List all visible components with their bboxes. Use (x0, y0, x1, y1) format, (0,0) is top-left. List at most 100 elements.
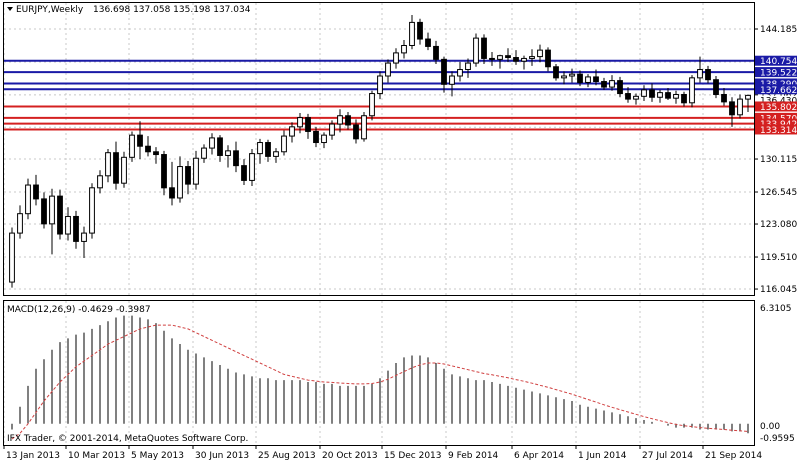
candle-body-bull (49, 195, 55, 225)
level-tag (755, 124, 797, 135)
level-tag (755, 78, 797, 89)
candle-body-bear (705, 69, 711, 81)
candle-body-bull (257, 142, 263, 155)
candle-body-bull (377, 75, 383, 95)
candle-body-bear (233, 150, 239, 167)
candle-body-bull (281, 135, 287, 153)
candle-body-bull (81, 232, 87, 242)
candle-body-bear (73, 215, 79, 242)
candle-body-bear (433, 45, 439, 60)
candle-body-bear (617, 80, 623, 95)
candle-body-bull (657, 92, 663, 98)
x-tick-label: 21 Sep 2014 (705, 451, 762, 461)
candle-body-bear (729, 101, 735, 116)
candle-body-bull (457, 69, 463, 77)
candle-body-bull (529, 56, 535, 59)
x-tick-label: 10 Mar 2013 (68, 451, 125, 461)
candle-body-bear (169, 187, 175, 199)
candle-body-bull (689, 77, 695, 104)
candle-body-bear (553, 66, 559, 79)
candle-body-bull (297, 117, 303, 128)
candle-body-bear (113, 152, 119, 184)
candle-body-bull (585, 76, 591, 83)
candle-body-bear (217, 137, 223, 156)
level-tag (755, 118, 797, 129)
candle-body-bear (153, 151, 159, 156)
candle-body-bull (465, 62, 471, 71)
level-tag (755, 55, 797, 66)
candle-body-bull (177, 166, 183, 199)
level-label: 137.662 (760, 86, 797, 96)
candle-body-bear (425, 38, 431, 47)
current-price-tag (755, 95, 797, 106)
symbol-timeframe[interactable]: EURJPY,Weekly (16, 5, 84, 15)
y-tick-label: 123.080 (760, 220, 797, 230)
x-tick-label: 20 Oct 2013 (322, 451, 378, 461)
dropdown-arrow-icon[interactable] (7, 7, 13, 11)
candle-body-bear (681, 93, 687, 104)
level-label: 135.802 (760, 103, 797, 113)
candle-body-bull (745, 94, 751, 100)
candle-body-bull (737, 98, 743, 116)
x-tick-label: 13 Jan 2013 (6, 451, 60, 461)
candle-body-bear (489, 57, 495, 60)
candle-body-bear (593, 76, 599, 83)
y-tick-label: 119.510 (760, 253, 797, 263)
level-tag (755, 67, 797, 78)
candle-body-bear (57, 195, 63, 235)
y-tick-label: 130.115 (760, 155, 797, 165)
candle-body-bull (361, 115, 367, 140)
macd-panel-frame (3, 300, 755, 446)
y-tick-label: 126.545 (760, 188, 797, 198)
macd-signal (11, 324, 749, 440)
candle-body-bear (441, 58, 447, 85)
x-tick-label: 6 Apr 2014 (514, 451, 564, 461)
candle-body-bull (393, 52, 399, 64)
x-tick-label: 30 Jun 2013 (195, 451, 249, 461)
x-tick-label: 1 Jun 2014 (578, 451, 627, 461)
level-label: 140.754 (760, 57, 797, 67)
candle-body-bull (329, 123, 335, 136)
candle-body-bull (105, 152, 111, 177)
candle-body-bull (473, 37, 479, 64)
level-label: 139.522 (760, 69, 797, 79)
macd-histogram (11, 315, 749, 434)
candle-body-bull (537, 49, 543, 58)
candle-body-bull (65, 215, 71, 235)
time-axis: 13 Jan 2013 10 Mar 2013 5 May 2013 30 Jun 2… (3, 445, 762, 461)
x-tick-label: 15 Dec 2013 (384, 451, 442, 461)
level-label: 133.314 (760, 126, 797, 136)
level-tag (755, 101, 797, 112)
candle-body-bull (697, 69, 703, 79)
candle-body-bear (145, 145, 151, 153)
candle-body-bear (41, 198, 47, 225)
candle-body-bear (713, 79, 719, 95)
candle-body-bull (337, 115, 343, 125)
macd-scale-max: 6.3105 (760, 304, 792, 314)
candle-body-bear (265, 142, 271, 157)
candle-body-bull (409, 21, 415, 47)
candle-body-bull (449, 75, 455, 85)
candle-body-bull (561, 75, 567, 79)
candle-body-bull (633, 95, 639, 100)
candle-body-bull (609, 80, 615, 88)
candle-body-bull (273, 151, 279, 157)
candle-body-bear (577, 73, 583, 83)
candle-body-bear (481, 37, 487, 59)
candle-body-bull (369, 93, 375, 117)
candle-body-bear (665, 92, 671, 99)
candle-body-bull (569, 73, 575, 77)
candle-body-bull (641, 89, 647, 97)
candle-body-bull (321, 134, 327, 144)
candle-body-bull (129, 134, 135, 158)
candle-body-bear (305, 117, 311, 132)
candle-body-bull (121, 156, 127, 184)
candle-body-bear (313, 130, 319, 144)
y-tick-label: 116.045 (760, 285, 797, 295)
x-tick-label: 27 Jul 2014 (642, 451, 693, 461)
x-tick-label: 5 May 2013 (131, 451, 184, 461)
candle-body-bull (521, 57, 527, 62)
candle-body-bear (185, 166, 191, 185)
candle-body-bull (497, 55, 503, 60)
candlesticks (9, 15, 751, 288)
